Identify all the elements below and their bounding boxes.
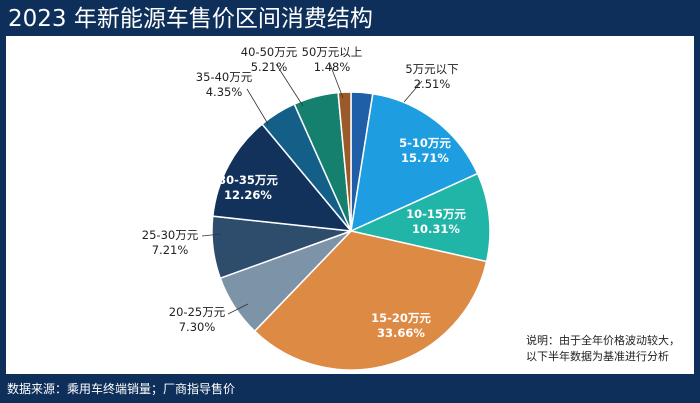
leader-line <box>201 233 222 237</box>
slice-value-label: 2.51% <box>414 77 451 91</box>
chart-note: 说明：由于全年价格波动较大， 以下半年数据为基准进行分析 <box>526 333 691 365</box>
leader-line <box>275 63 304 107</box>
slice-value-label: 10.31% <box>412 222 460 236</box>
slice-label: 15-20万元 <box>371 311 431 325</box>
slice-value-label: 33.66% <box>377 326 425 340</box>
chart-title: 2023 年新能源车售价区间消费结构 <box>8 6 373 32</box>
leader-line <box>246 88 269 125</box>
slice-label: 30-35万元 <box>218 173 278 187</box>
leader-line <box>329 63 344 99</box>
note-line-2: 以下半年数据为基准进行分析 <box>526 350 669 363</box>
data-source: 数据来源：乘用车终端销量；厂商指导售价 <box>7 382 236 396</box>
slice-value-label: 12.26% <box>224 188 272 202</box>
chart-panel: 5万元以下 2.51% 5-10万元 15.71% 10-15万元 10.31% 15-20… <box>6 36 694 374</box>
slice-label: 25-30万元 <box>142 228 199 242</box>
slice-label: 5万元以下 <box>405 62 458 76</box>
slice-value-label: 15.71% <box>401 151 449 165</box>
slice-label: 20-25万元 <box>169 305 226 319</box>
slice-label: 5-10万元 <box>399 136 451 150</box>
pie-slice <box>350 92 479 233</box>
slice-value-label: 7.21% <box>152 243 189 257</box>
slice-label: 50万元以上 <box>302 45 363 59</box>
pie-slice <box>348 172 491 263</box>
slice-value-label: 1.48% <box>314 60 351 74</box>
slice-label: 40-50万元 <box>241 45 298 59</box>
slice-label: 10-15万元 <box>406 207 466 221</box>
slice-value-label: 4.35% <box>206 85 243 99</box>
slice-value-label: 5.21% <box>251 60 288 74</box>
slice-value-label: 7.30% <box>179 320 216 334</box>
pie-slice <box>253 230 488 371</box>
slice-label: 35-40万元 <box>196 70 253 84</box>
leader-line <box>403 80 423 103</box>
pie-slice <box>337 91 352 232</box>
pie-slice <box>211 123 353 232</box>
note-line-1: 说明：由于全年价格波动较大， <box>526 334 680 347</box>
leader-line <box>227 303 249 315</box>
